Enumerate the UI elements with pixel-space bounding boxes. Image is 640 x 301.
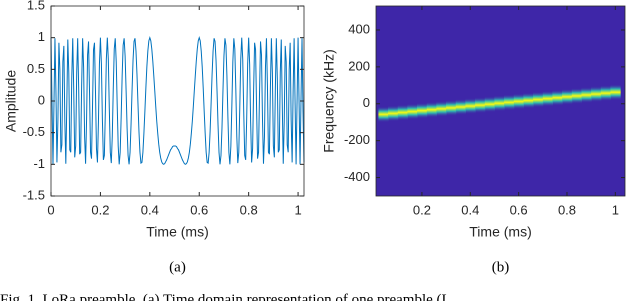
x-tick-label: 0.6	[510, 202, 528, 217]
spectrogram-cell	[571, 87, 582, 104]
spectrogram-cell	[465, 98, 476, 115]
x-axis-label: Time (ms)	[469, 224, 531, 240]
chart: -400 -200 0 200 400 0.2 0.4 0.6 0.8 1 Time (ms) Fre…	[321, 5, 626, 275]
y-axis-label: Frequency (kHz)	[321, 49, 337, 152]
spectrogram-cell	[378, 106, 389, 123]
spectrogram-cell	[591, 86, 602, 103]
x-tick-label: 1	[612, 202, 619, 217]
spectrogram-cell	[504, 94, 515, 111]
y-tick-label: -400	[344, 169, 370, 184]
x-tick-label: 0.6	[190, 202, 208, 217]
figure-caption: Fig. 1. LoRa preamble. (a) Time domain r…	[0, 292, 451, 301]
x-tick-label: 0.2	[91, 202, 109, 217]
spectrogram-cell	[562, 88, 573, 105]
spectrogram-cell	[436, 100, 447, 117]
band	[378, 84, 621, 123]
subfigure-caption: (a)	[169, 259, 186, 275]
spectrogram-cell	[446, 99, 457, 116]
spectrogram-cell	[455, 98, 466, 115]
y-tick-label: 400	[348, 21, 370, 36]
spectrogram-cell	[523, 92, 534, 109]
spectrogram-cell	[610, 84, 621, 101]
x-tick-label: 0	[47, 202, 54, 217]
spectrogram-cell	[542, 90, 553, 107]
spectrogram-cell	[513, 93, 524, 110]
y-tick-label: -0.5	[23, 124, 45, 139]
spectrogram-cell	[600, 85, 611, 102]
x-tick-label: 0.8	[240, 202, 258, 217]
spectrogram-cell	[407, 103, 418, 120]
y-tick-label: -1	[33, 156, 45, 171]
spectrogram-cell	[417, 102, 428, 119]
spectrogram-cell	[475, 97, 486, 114]
y-axis-label: Amplitude	[3, 70, 19, 132]
y-tick-label: 1	[38, 29, 45, 44]
y-tick-label: 200	[348, 58, 370, 73]
y-tick-label: 0	[38, 92, 45, 107]
spectrogram-cell	[581, 87, 592, 104]
axes-box	[50, 5, 305, 197]
x-tick-label: 0.4	[461, 202, 479, 217]
x-tick-label: 1	[294, 202, 301, 217]
x-tick-label: 0.8	[558, 202, 576, 217]
subfigure-caption: (b)	[492, 259, 510, 275]
axes-box	[375, 5, 626, 197]
y-tick-label: -1.5	[23, 187, 45, 202]
y-tick-label: -200	[344, 132, 370, 147]
x-tick-label: 0.4	[141, 202, 159, 217]
x-axis-label: Time (ms)	[146, 224, 208, 240]
y-tick-label: 0.5	[27, 61, 45, 76]
y-tick-label: 0	[363, 95, 370, 110]
x-tick-label: 0.2	[413, 202, 431, 217]
spectrogram-cell	[397, 104, 408, 121]
chart: -1.5 -1 -0.5 0 0.5 1 1.5 0 0.2 0.4 0.6 0.8 1 Time (ms…	[3, 0, 305, 275]
spectrogram-cell	[494, 95, 505, 112]
spectrogram-cell	[388, 105, 399, 122]
spectrogram-cell	[484, 96, 495, 113]
spectrogram-cell	[552, 89, 563, 106]
y-tick-label: 1.5	[27, 0, 45, 12]
spectrogram-cell	[426, 101, 437, 118]
spectrogram-cell	[533, 91, 544, 108]
signal-line	[50, 35, 305, 165]
